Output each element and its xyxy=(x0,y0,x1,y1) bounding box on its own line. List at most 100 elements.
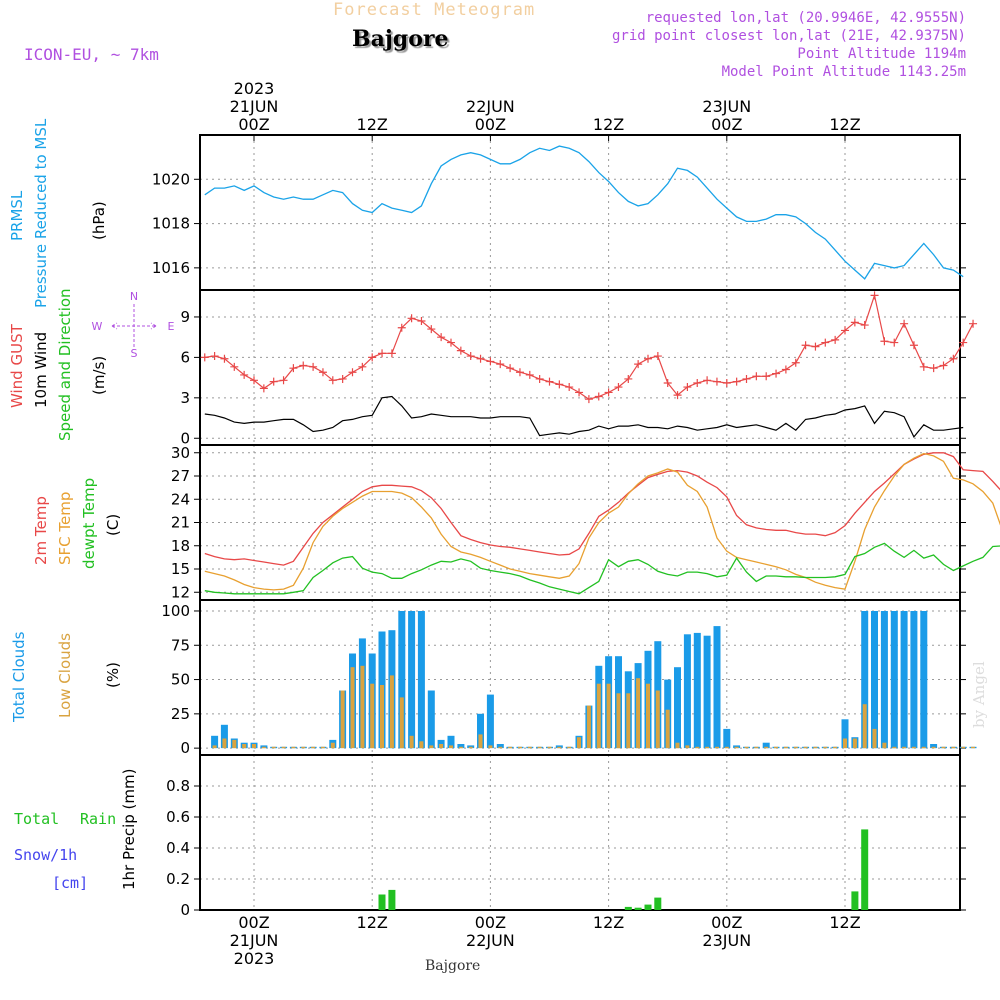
low-cloud-bar xyxy=(222,738,227,749)
total-cloud-bar xyxy=(841,719,849,749)
low-cloud-bar xyxy=(783,746,788,749)
total-cloud-bar xyxy=(910,611,918,749)
y-tick-label: 9 xyxy=(180,308,190,326)
requested-coordinates: requested lon,lat (20.9946E, 42.9555N) xyxy=(645,10,966,26)
wind-gust-marker xyxy=(594,392,603,401)
wind-gust-marker xyxy=(762,372,771,381)
wind-gust-marker xyxy=(466,352,475,361)
low-cloud-bar xyxy=(862,704,867,749)
wind-gust-marker xyxy=(476,354,485,363)
low-cloud-bar xyxy=(537,746,542,749)
wind-gust-marker xyxy=(614,383,623,392)
y-tick-label: 6 xyxy=(180,348,190,366)
total-cloud-bar xyxy=(930,744,938,749)
y-tick-label: 0.6 xyxy=(166,808,190,826)
low-cloud-bar xyxy=(764,746,769,749)
total-cloud-bar xyxy=(762,742,770,749)
wind-gust-marker xyxy=(545,377,554,386)
wind-gust-marker xyxy=(397,323,406,332)
wind-gust-marker xyxy=(772,369,781,378)
wind-gust-marker xyxy=(220,354,229,363)
wind-gust-marker xyxy=(309,362,318,371)
top-time-label: 22JUN xyxy=(466,97,515,116)
low-cloud-bar xyxy=(350,667,355,749)
y-tick-label: 1016 xyxy=(152,259,190,277)
wind-gust-marker xyxy=(289,364,298,373)
precip-bar xyxy=(654,897,662,910)
low-cloud-bar xyxy=(715,746,719,749)
compass-north: N xyxy=(130,290,138,303)
low-cloud-bar xyxy=(340,690,345,749)
total-cloud-bar xyxy=(861,611,869,749)
wind-gust-marker xyxy=(210,352,219,361)
wind-gust-marker xyxy=(791,358,800,367)
total-cloud-bar xyxy=(723,728,731,749)
grid-point-coordinates: grid point closest lon,lat (21E, 42.9375… xyxy=(611,28,966,44)
chart-title: Forecast Meteogram xyxy=(333,0,536,20)
low-cloud-bar xyxy=(695,746,700,749)
low-cloud-bar xyxy=(399,697,404,749)
wind-gust-marker xyxy=(752,372,761,381)
low-cloud-bar xyxy=(586,705,591,749)
wind-speed-line xyxy=(204,395,964,439)
wind-gust-line xyxy=(204,293,974,400)
dewpt-temp-line xyxy=(204,542,1000,595)
bottom-time-label: 00Z xyxy=(711,913,742,932)
low-cloud-bar xyxy=(409,735,414,749)
total-cloud-bar xyxy=(486,694,494,749)
low-cloud-bar xyxy=(852,738,857,749)
wind-gust-marker xyxy=(939,361,948,370)
label-rain: Rain xyxy=(80,810,117,828)
low-cloud-bar xyxy=(705,746,710,749)
low-cloud-bar xyxy=(320,746,325,749)
low-cloud-bar xyxy=(242,744,247,749)
low-cloud-bar xyxy=(468,746,473,749)
low-cloud-bar xyxy=(734,746,739,749)
bottom-time-label: 00Z xyxy=(238,913,269,932)
y-tick-label: 50 xyxy=(171,671,190,689)
wind-gust-marker xyxy=(909,341,918,350)
wind-gust-marker xyxy=(456,346,465,355)
low-cloud-bar xyxy=(774,746,778,749)
y-tick-label: 15 xyxy=(171,560,190,578)
wind-gust-marker xyxy=(506,364,515,373)
y-tick-label: 3 xyxy=(180,389,190,407)
total-cloud-bar xyxy=(900,611,908,749)
low-cloud-bar xyxy=(212,745,217,749)
total-cloud-bar xyxy=(467,745,475,749)
wind-gust-marker xyxy=(870,291,879,300)
y-tick-label: 21 xyxy=(171,514,190,532)
wind-gust-marker xyxy=(712,377,721,386)
top-time-label: 00Z xyxy=(475,115,506,134)
wind-gust-marker xyxy=(259,384,268,393)
precip-bar xyxy=(861,829,869,910)
y-tick-label: 75 xyxy=(171,636,190,654)
low-cloud-bar xyxy=(547,746,552,749)
bottom-time-label: 00Z xyxy=(475,913,506,932)
label-total: Total xyxy=(14,810,60,828)
wind-gust-marker xyxy=(318,368,327,377)
point-altitude: Point Altitude 1194m xyxy=(797,46,966,62)
low-cloud-bar xyxy=(232,739,237,749)
wind-gust-marker xyxy=(811,342,820,351)
wind-gust-marker xyxy=(437,333,446,342)
wind-gust-marker xyxy=(200,353,209,362)
y-tick-label: 0 xyxy=(180,901,190,919)
wind-gust-marker xyxy=(486,357,495,366)
precip-bar xyxy=(851,891,859,910)
y-tick-label: 0.4 xyxy=(166,839,190,857)
location-title: Bajgore xyxy=(352,26,449,52)
wind-gust-marker xyxy=(703,376,712,385)
top-time-label: 12Z xyxy=(357,115,388,134)
bottom-time-label: 12Z xyxy=(357,913,388,932)
y-tick-label: 0 xyxy=(180,739,190,757)
low-cloud-bar xyxy=(793,746,798,749)
wind-gust-marker xyxy=(496,360,505,369)
bottom-time-label: 23JUN xyxy=(702,931,751,950)
wind-gust-marker xyxy=(447,338,455,347)
low-cloud-bar xyxy=(646,683,650,749)
compass-east: E xyxy=(168,320,175,333)
low-cloud-bar xyxy=(843,738,847,749)
wind-gust-marker xyxy=(269,377,278,386)
y-tick-label: 12 xyxy=(171,583,190,601)
